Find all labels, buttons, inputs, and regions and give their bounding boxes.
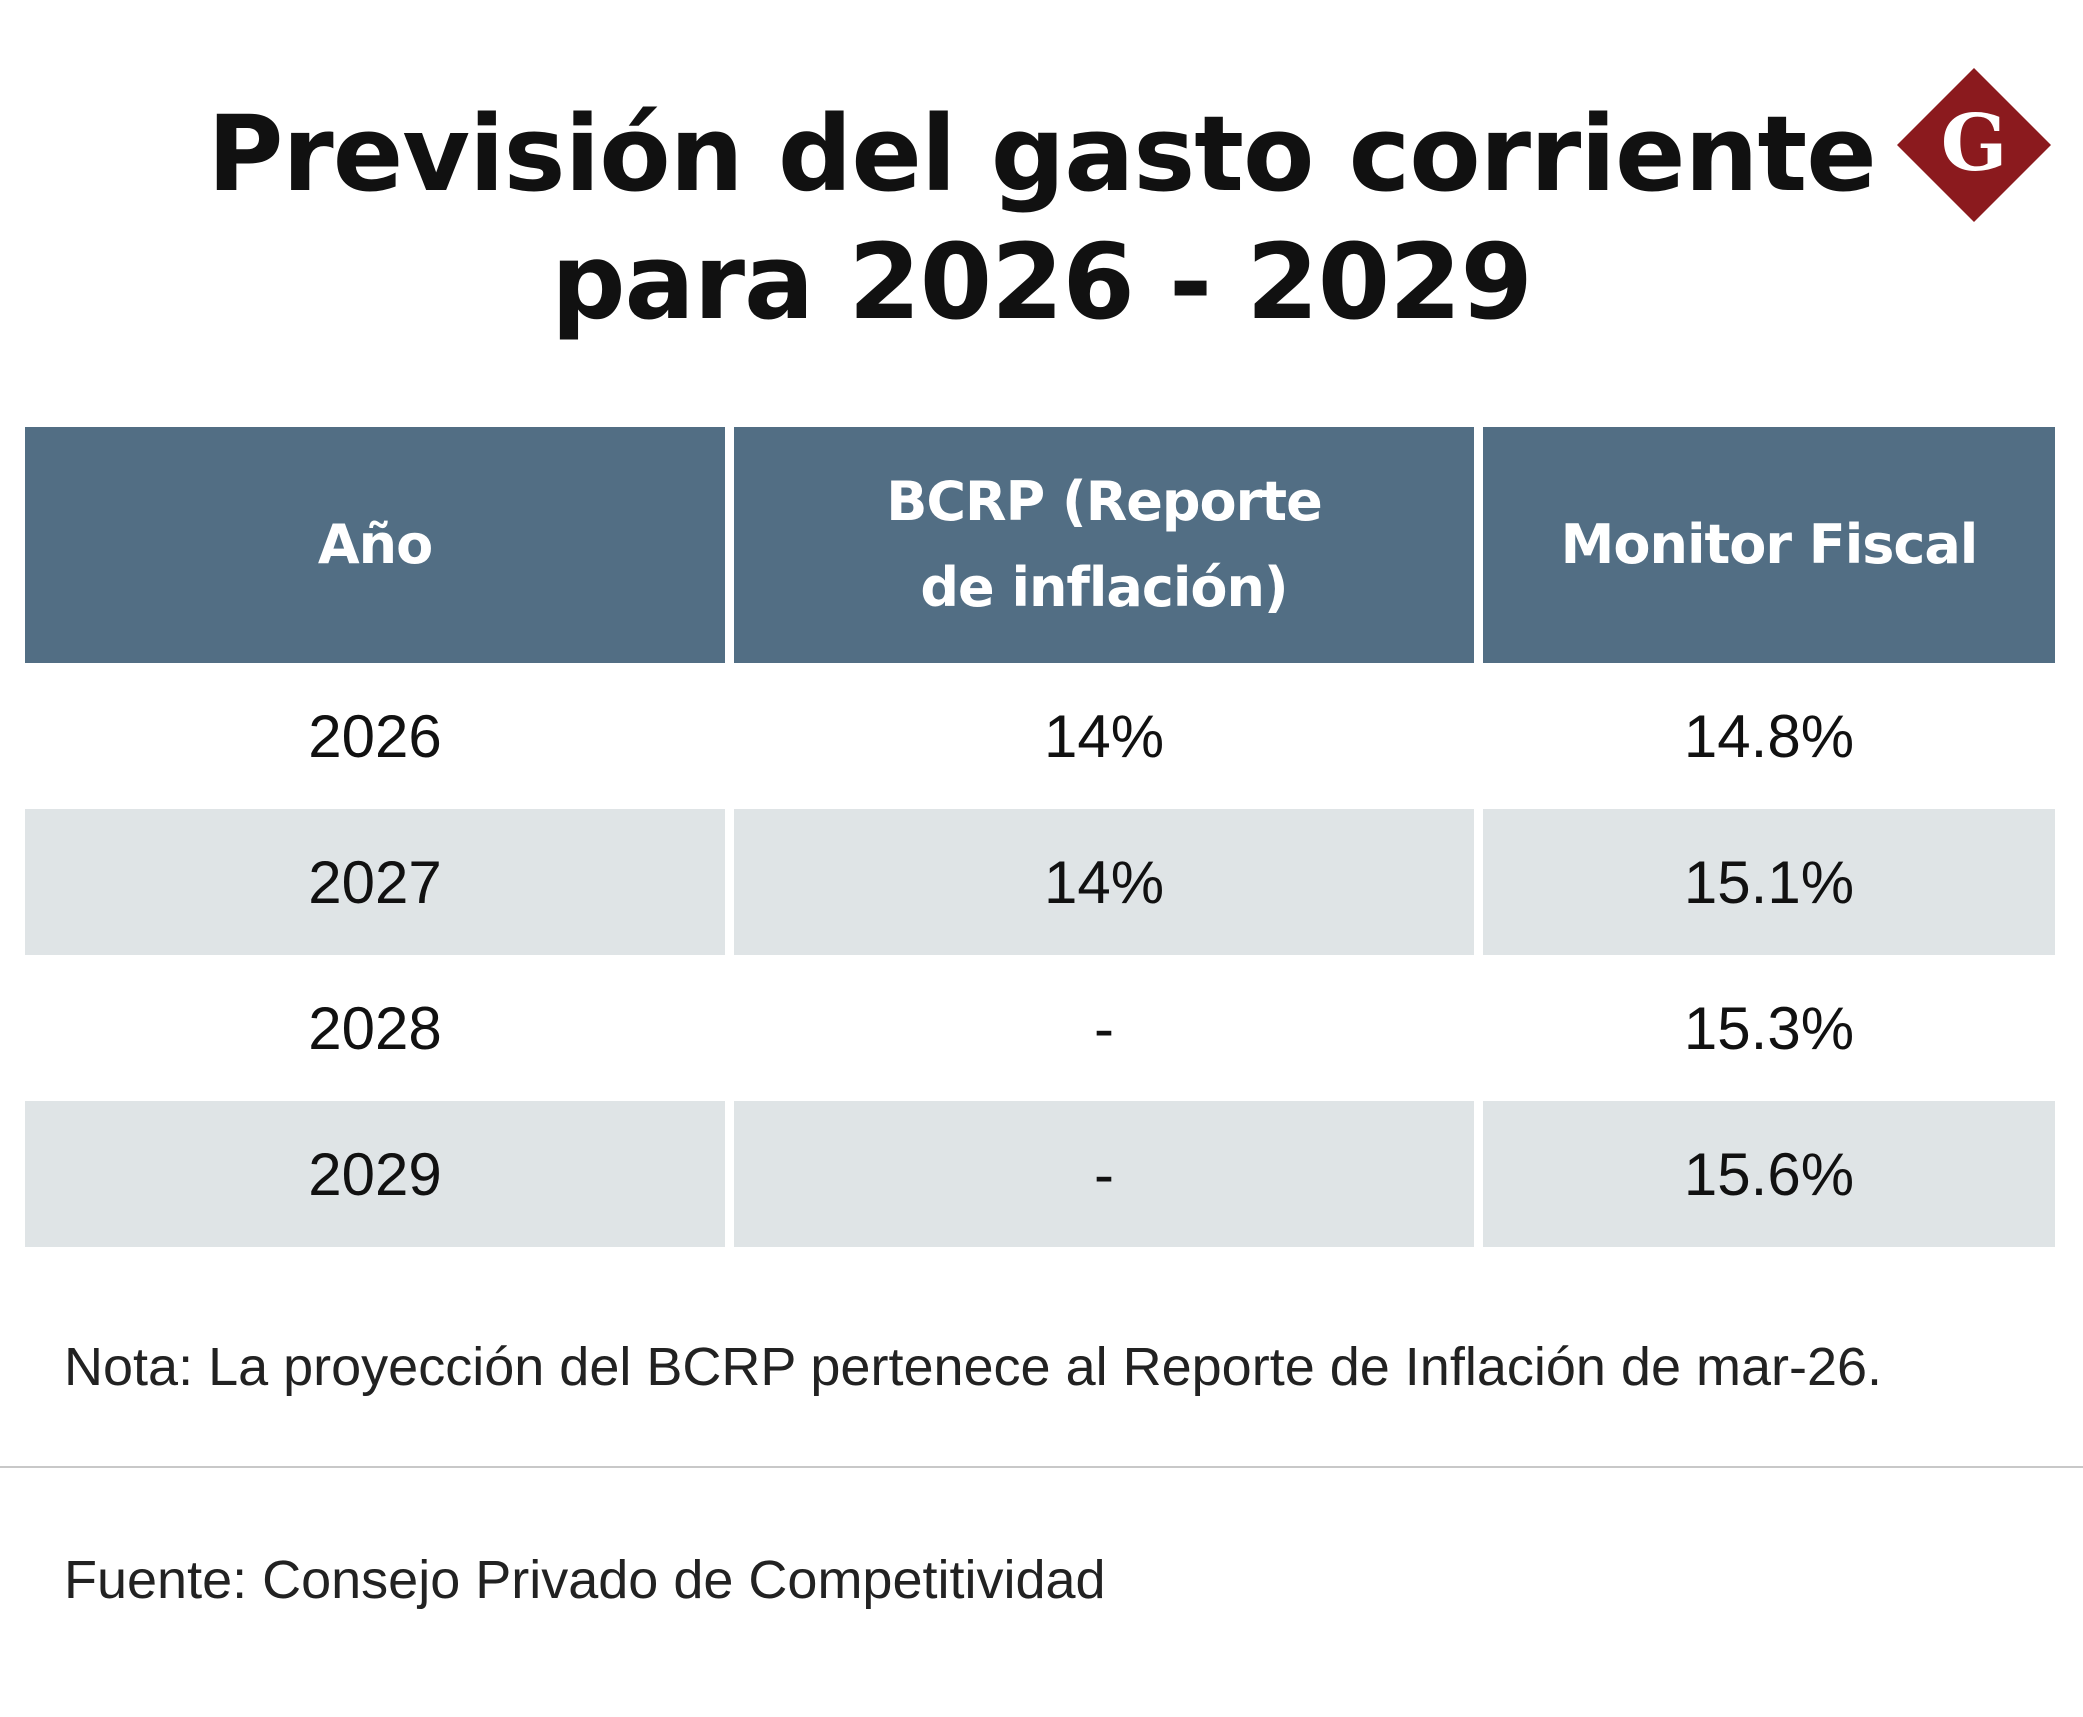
- cell-monitor-fiscal: 15.6%: [1483, 1101, 2055, 1247]
- cell-bcrp: 14%: [734, 809, 1474, 955]
- header-year: Año: [25, 427, 725, 663]
- chart-title: Previsión del gasto corriente para 2026 …: [0, 90, 2083, 346]
- cell-year: 2028: [308, 994, 442, 1062]
- table-row: 2028 - 15.3%: [25, 955, 2055, 1101]
- header-monitor-fiscal: Monitor Fiscal: [1483, 427, 2055, 663]
- logo-letter: G: [1941, 98, 2008, 189]
- diamond-g-logo-icon: G: [1895, 66, 2053, 224]
- cell-monitor-fiscal: 14.8%: [1683, 702, 1855, 770]
- table-row: 2029 - 15.6%: [25, 1101, 2055, 1247]
- header-bcrp-line-2: de inflación): [920, 556, 1288, 619]
- cell-year: 2029: [25, 1101, 725, 1247]
- table-row: 2027 14% 15.1%: [25, 809, 2055, 955]
- cell-monitor-fiscal: 15.3%: [1683, 994, 1855, 1062]
- table-row: 2026 14% 14.8%: [25, 663, 2055, 809]
- source-credit: Fuente: Consejo Privado de Competitivida…: [64, 1550, 1106, 1610]
- data-table: Año BCRP (Reporte de inflación) Monitor …: [25, 427, 2055, 1247]
- header-bcrp: BCRP (Reporte de inflación): [734, 427, 1474, 663]
- chart-title-line-2: para 2026 - 2029: [551, 221, 1533, 343]
- cell-bcrp: 14%: [1043, 702, 1165, 770]
- cell-year: 2027: [25, 809, 725, 955]
- cell-year: 2026: [308, 702, 442, 770]
- divider: [0, 1466, 2083, 1468]
- cell-bcrp: -: [1094, 994, 1114, 1062]
- cell-monitor-fiscal: 15.1%: [1483, 809, 2055, 955]
- chart-title-line-1: Previsión del gasto corriente: [207, 93, 1877, 215]
- cell-bcrp: -: [734, 1101, 1474, 1247]
- footnote: Nota: La proyección del BCRP pertenece a…: [64, 1337, 1883, 1397]
- header-bcrp-line-1: BCRP (Reporte: [886, 470, 1322, 533]
- table-header-row: Año BCRP (Reporte de inflación) Monitor …: [25, 427, 2055, 663]
